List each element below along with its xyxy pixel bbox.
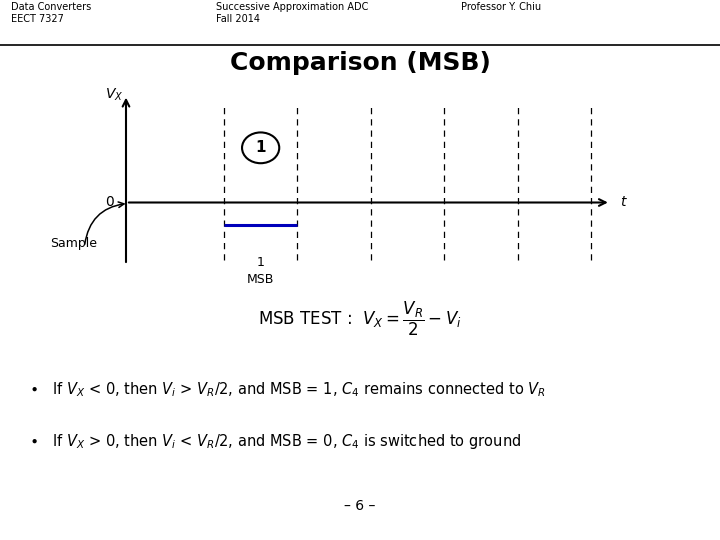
Text: $t$: $t$ [621,195,629,210]
Text: Professor Y. Chiu: Professor Y. Chiu [461,2,541,12]
Text: Successive Approximation ADC
Fall 2014: Successive Approximation ADC Fall 2014 [216,2,369,24]
Text: $V_X$: $V_X$ [104,86,123,103]
Text: Comparison (MSB): Comparison (MSB) [230,51,490,76]
Text: MSB TEST :  $V_X = \dfrac{V_R}{2} - V_i$: MSB TEST : $V_X = \dfrac{V_R}{2} - V_i$ [258,300,462,338]
Text: 1
MSB: 1 MSB [247,256,274,286]
Text: – 6 –: – 6 – [344,499,376,513]
Text: 0: 0 [105,195,114,210]
Text: $\bullet$   If $V_X$ > 0, then $V_i$ < $V_R$/2, and MSB = 0, $C_4$ is switched t: $\bullet$ If $V_X$ > 0, then $V_i$ < $V_… [29,432,521,451]
Text: Data Converters
EECT 7327: Data Converters EECT 7327 [11,2,91,24]
Text: 1: 1 [256,140,266,156]
Text: Sample: Sample [50,237,97,250]
Text: $\bullet$   If $V_X$ < 0, then $V_i$ > $V_R$/2, and MSB = 1, $C_4$ remains conne: $\bullet$ If $V_X$ < 0, then $V_i$ > $V_… [29,381,546,400]
